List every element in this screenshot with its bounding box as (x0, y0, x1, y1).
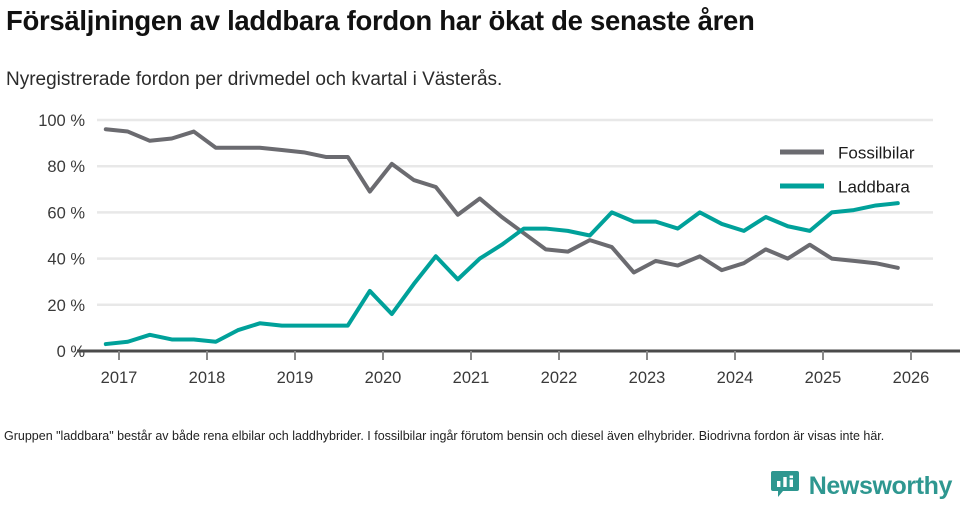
page-title: Försäljningen av laddbara fordon har öka… (6, 5, 755, 36)
series-line-fossilbilar (103, 127, 900, 275)
bar-chart-speech-bubble-icon (770, 468, 800, 503)
legend-label-laddbara: Laddbara (838, 178, 910, 197)
chart-plot-area: 0 % 20 % 40 % 60 % 80 % 100 % 2017 2018 2019 202… (0, 104, 960, 400)
brand-name: Newsworthy (808, 471, 953, 500)
chart-subtitle: Nyregistrerade fordon per drivmedel och … (6, 69, 503, 90)
x-tick-label: 2024 (717, 369, 754, 387)
y-tick-label: 100 % (38, 112, 85, 130)
chart-footnote: Gruppen "laddbara" består av både rena e… (4, 428, 904, 445)
y-tick-label: 60 % (47, 204, 85, 222)
y-tick-label: 20 % (47, 297, 85, 315)
line-chart-svg: 0 % 20 % 40 % 60 % 80 % 100 % 2017 2018 2019 202… (38, 112, 960, 387)
newsworthy-brand[interactable]: Newsworthy (770, 468, 952, 503)
x-axis-tick-labels: 2017 2018 2019 2020 2021 2022 2023 2024 2025 2026 (101, 369, 930, 387)
data-series-lines (103, 127, 900, 347)
x-tick-label: 2023 (629, 369, 666, 387)
y-tick-label: 0 % (57, 343, 86, 361)
x-tick-label: 2020 (365, 369, 402, 387)
chart-legend: Fossilbilar Laddbara (780, 144, 915, 197)
x-tick-label: 2022 (541, 369, 578, 387)
x-tick-label: 2021 (453, 369, 490, 387)
y-tick-label: 80 % (47, 158, 85, 176)
x-tick-label: 2017 (101, 369, 138, 387)
y-tick-label: 40 % (47, 251, 85, 269)
legend-label-fossilbilar: Fossilbilar (838, 144, 915, 163)
series-line-laddbara (103, 201, 900, 347)
x-tick-label: 2025 (805, 369, 842, 387)
x-axis-ticks (118, 351, 912, 360)
x-tick-label: 2018 (189, 369, 226, 387)
x-tick-label: 2026 (893, 369, 930, 387)
gridlines (97, 118, 933, 307)
y-axis-tick-labels: 0 % 20 % 40 % 60 % 80 % 100 % (38, 112, 85, 361)
x-tick-label: 2019 (277, 369, 314, 387)
footnote-line-2: elhybrider. Biodrivna fordon är visas in… (637, 429, 885, 443)
footnote-line-1: Gruppen "laddbara" består av både rena e… (4, 429, 635, 443)
